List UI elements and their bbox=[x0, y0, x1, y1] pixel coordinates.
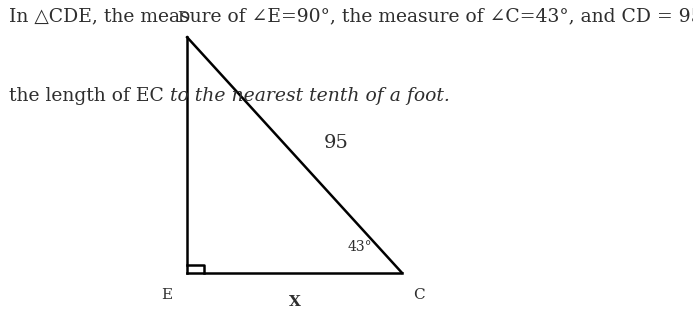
Text: to the nearest tenth of a foot.: to the nearest tenth of a foot. bbox=[170, 87, 450, 105]
Text: C: C bbox=[414, 288, 425, 302]
Text: 95: 95 bbox=[324, 134, 349, 152]
Text: 43°: 43° bbox=[348, 240, 373, 254]
Text: E: E bbox=[161, 288, 172, 302]
Text: the length of EC: the length of EC bbox=[9, 87, 170, 105]
Text: In △CDE, the measure of ∠E=90°, the measure of ∠C=43°, and CD = 95 feet. Find: In △CDE, the measure of ∠E=90°, the meas… bbox=[9, 8, 693, 26]
Text: D: D bbox=[177, 11, 190, 25]
Text: X: X bbox=[288, 294, 301, 308]
